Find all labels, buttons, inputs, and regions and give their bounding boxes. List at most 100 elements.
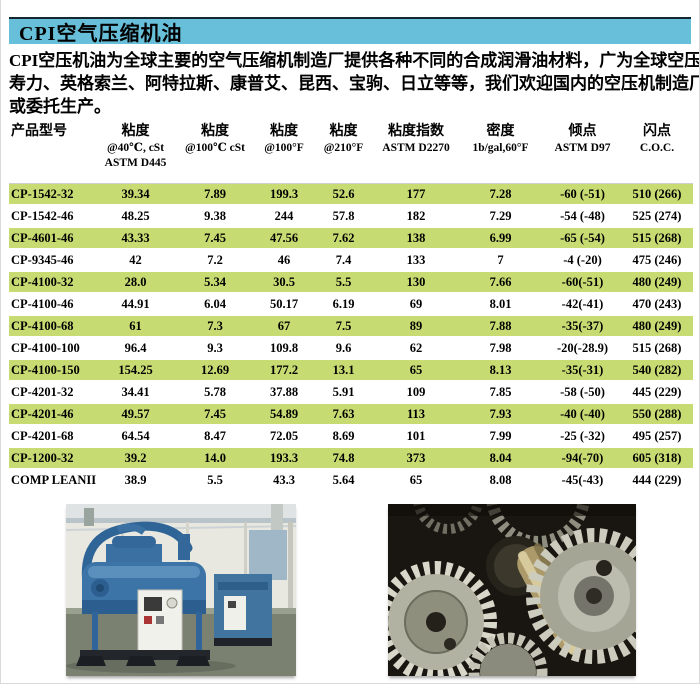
column-header-model: 产品型号 — [9, 121, 97, 184]
value-cell: 193.3 — [256, 447, 312, 470]
value-cell: 525 (274) — [621, 205, 693, 228]
value-cell: 480 (249) — [621, 315, 693, 338]
value-cell: 7.63 — [312, 403, 375, 426]
column-subtitle: ASTM D2270 — [382, 142, 450, 154]
value-cell: 177 — [375, 183, 457, 206]
value-cell: 96.4 — [97, 337, 174, 360]
value-cell: -4 (-20) — [544, 249, 621, 272]
product-model-cell: CP-1542-32 — [9, 183, 97, 206]
value-cell: 510 (266) — [621, 183, 693, 206]
table-row: CP-4100-100 96.4 9.3 109.8 9.6 62 7.98 -20(-28.… — [9, 337, 693, 360]
value-cell: 39.2 — [97, 447, 174, 470]
value-cell: 7.2 — [174, 249, 256, 272]
column-subtitle: @100°F — [264, 142, 304, 154]
value-cell: -65 (-54) — [544, 227, 621, 250]
value-cell: 8.47 — [174, 425, 256, 448]
table-row: CP-1200-32 39.2 14.0 193.3 74.8 373 8.04 -94(-7… — [9, 447, 693, 470]
value-cell: 5.64 — [312, 469, 375, 492]
product-model-cell: CP-4100-100 — [9, 337, 97, 360]
value-cell: 177.2 — [256, 359, 312, 382]
table-row: CP-4201-32 34.41 5.78 37.88 5.91 109 7.85 -58 (… — [9, 381, 693, 404]
table-row: CP-4201-68 64.54 8.47 72.05 8.69 101 7.99 -25 (… — [9, 425, 693, 448]
value-cell: 38.9 — [97, 469, 174, 492]
table-row: CP-1542-32 39.34 7.89 199.3 52.6 177 7.28 -60 (… — [9, 183, 693, 206]
column-header-visc100c: 粘度 @100℃ cSt — [174, 121, 256, 184]
product-spec-table: 产品型号 粘度 @40℃, cSt ASTM D445 粘度 @100℃ cSt… — [9, 121, 693, 492]
value-cell: 6.99 — [457, 227, 544, 250]
value-cell: 515 (268) — [621, 337, 693, 360]
value-cell: 50.17 — [256, 293, 312, 316]
column-title: 粘度 — [270, 124, 298, 139]
product-model-cell: CP-4100-68 — [9, 315, 97, 338]
table-row: CP-4100-68 61 7.3 67 7.5 89 7.88 -35(-37) 480 (2… — [9, 315, 693, 338]
value-cell: 43.3 — [256, 469, 312, 492]
table-row: CP-4201-46 49.57 7.45 54.89 7.63 113 7.93 -40 (… — [9, 403, 693, 426]
value-cell: 540 (282) — [621, 359, 693, 382]
value-cell: 65 — [375, 359, 457, 382]
column-header-density: 密度 1b/gal,60°F — [457, 121, 544, 184]
value-cell: 62 — [375, 337, 457, 360]
value-cell: -35(-37) — [544, 315, 621, 338]
table-row: CP-1542-46 48.25 9.38 244 57.8 182 7.29 -54 (-4… — [9, 205, 693, 228]
value-cell: 42 — [97, 249, 174, 272]
value-cell: 72.05 — [256, 425, 312, 448]
value-cell: 7.4 — [312, 249, 375, 272]
product-model-cell: CP-4100-150 — [9, 359, 97, 382]
value-cell: -60 (-51) — [544, 183, 621, 206]
table-body: CP-1542-32 39.34 7.89 199.3 52.6 177 7.28 -60 (… — [9, 183, 693, 492]
compressor-photo — [66, 504, 296, 676]
product-model-cell: CP-4201-46 — [9, 403, 97, 426]
column-subtitle: 1b/gal,60°F — [472, 142, 529, 154]
column-subtitle: @100℃ cSt — [185, 142, 245, 154]
value-cell: 13.1 — [312, 359, 375, 382]
value-cell: 7.3 — [174, 315, 256, 338]
value-cell: 61 — [97, 315, 174, 338]
intro-line-1: CPI空压机油为全球主要的空气压缩机制造厂提供各种不同的合成润滑油材料，广为全球… — [9, 51, 700, 70]
table-row: COMP LEANII 38.9 5.5 43.3 5.64 65 8.08 -45(-43)… — [9, 469, 693, 492]
value-cell: 182 — [375, 205, 457, 228]
value-cell: 113 — [375, 403, 457, 426]
table-row: CP-4100-46 44.91 6.04 50.17 6.19 69 8.01 -42(-4… — [9, 293, 693, 316]
value-cell: -94(-70) — [544, 447, 621, 470]
value-cell: 47.56 — [256, 227, 312, 250]
column-title: 密度 — [486, 124, 515, 139]
value-cell: 5.78 — [174, 381, 256, 404]
column-title: 闪点 — [643, 124, 671, 139]
column-header-visc210f: 粘度 @210°F — [312, 121, 375, 184]
value-cell: 133 — [375, 249, 457, 272]
value-cell: 9.6 — [312, 337, 375, 360]
product-model-cell: CP-4100-32 — [9, 271, 97, 294]
value-cell: 5.5 — [312, 271, 375, 294]
value-cell: 130 — [375, 271, 457, 294]
value-cell: 154.25 — [97, 359, 174, 382]
value-cell: 89 — [375, 315, 457, 338]
value-cell: 445 (229) — [621, 381, 693, 404]
value-cell: 199.3 — [256, 183, 312, 206]
table-row: CP-9345-46 42 7.2 46 7.4 133 7 -4 (-20) 475 (246… — [9, 249, 693, 272]
value-cell: 9.3 — [174, 337, 256, 360]
value-cell: 8.69 — [312, 425, 375, 448]
value-cell: 7.98 — [457, 337, 544, 360]
value-cell: 37.88 — [256, 381, 312, 404]
value-cell: 7 — [457, 249, 544, 272]
value-cell: 7.85 — [457, 381, 544, 404]
value-cell: 244 — [256, 205, 312, 228]
table-row: CP-4100-32 28.0 5.34 30.5 5.5 130 7.66 -60(-51)… — [9, 271, 693, 294]
value-cell: 7.5 — [312, 315, 375, 338]
value-cell: -42(-41) — [544, 293, 621, 316]
value-cell: 49.57 — [97, 403, 174, 426]
value-cell: -45(-43) — [544, 469, 621, 492]
value-cell: -35(-31) — [544, 359, 621, 382]
value-cell: 373 — [375, 447, 457, 470]
intro-paragraph: CPI空压机油为全球主要的空气压缩机制造厂提供各种不同的合成润滑油材料，广为全球… — [9, 49, 700, 118]
value-cell: 550 (288) — [621, 403, 693, 426]
value-cell: 475 (246) — [621, 249, 693, 272]
column-title: 粘度指数 — [388, 124, 444, 139]
value-cell: -20(-28.9) — [544, 337, 621, 360]
value-cell: 5.5 — [174, 469, 256, 492]
product-model-cell: CP-4201-32 — [9, 381, 97, 404]
value-cell: 7.29 — [457, 205, 544, 228]
value-cell: 109 — [375, 381, 457, 404]
gears-photo — [388, 504, 636, 676]
value-cell: 7.45 — [174, 227, 256, 250]
